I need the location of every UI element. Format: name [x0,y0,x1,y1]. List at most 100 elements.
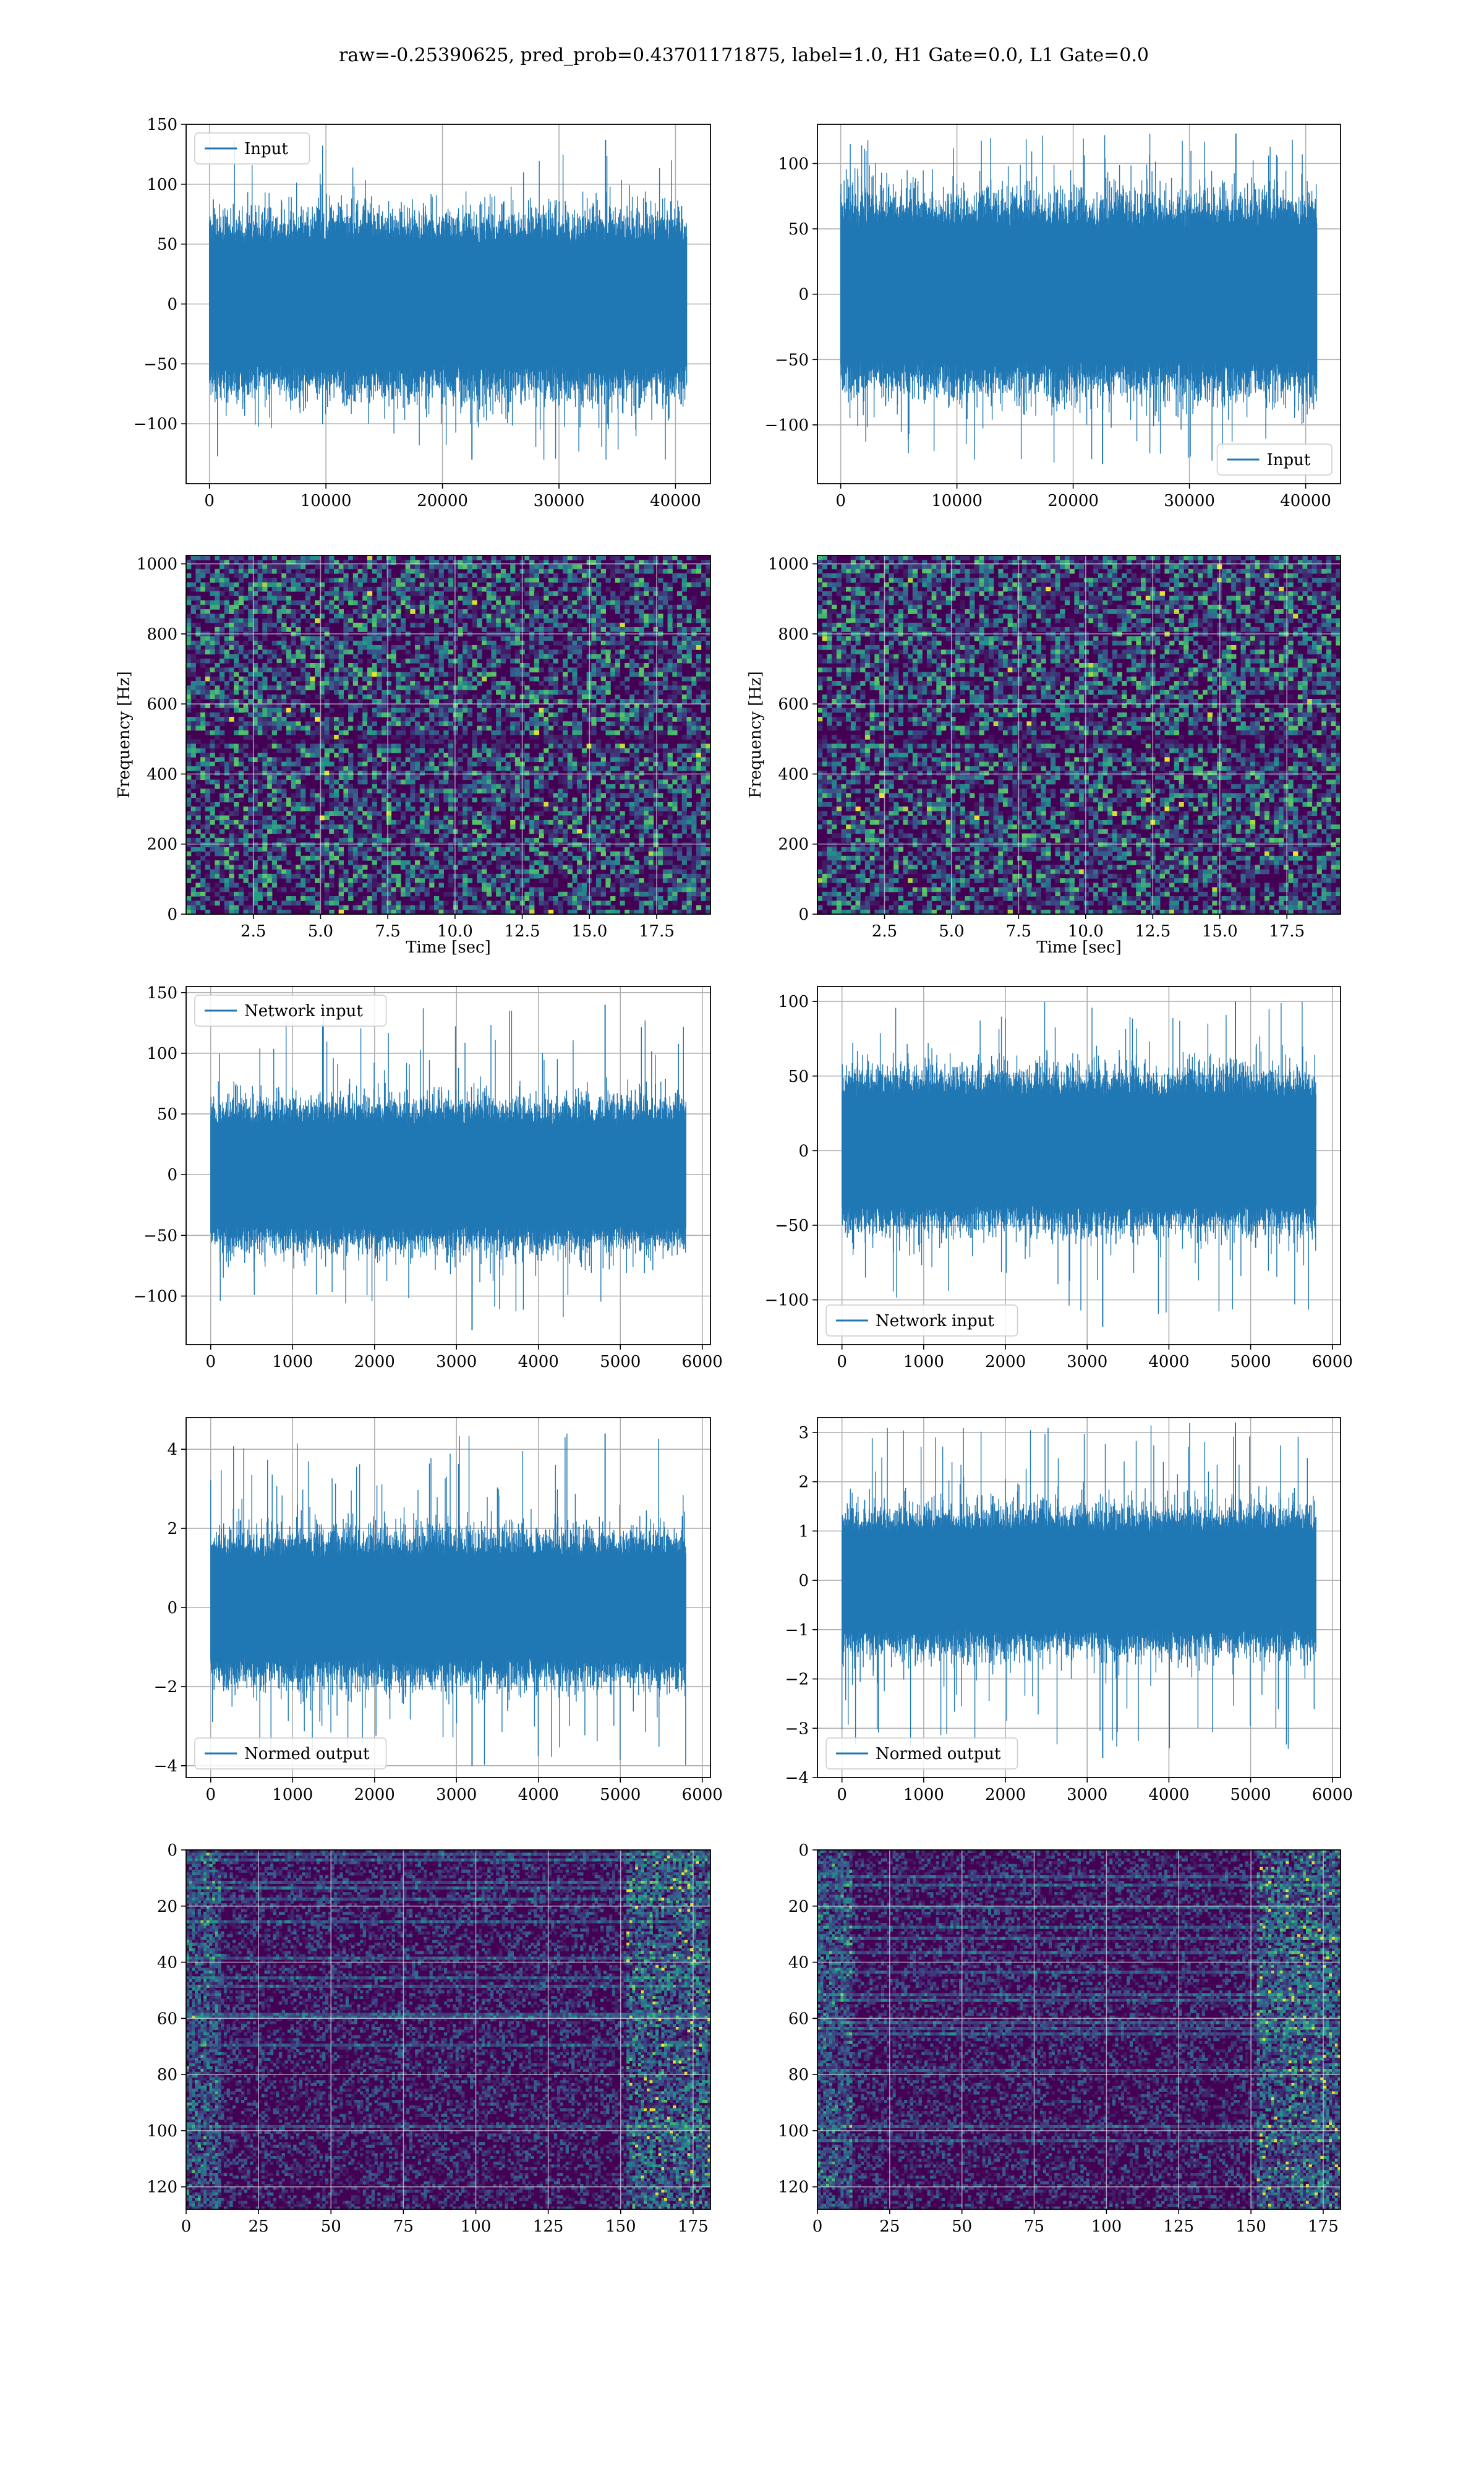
heat-cell [310,851,315,857]
heat-cell [429,717,435,722]
heat-cell [577,614,582,619]
heat-cell [558,789,563,794]
heat-cell [296,649,301,655]
heat-cell [248,807,254,811]
heat-cell [391,578,396,583]
heat-cell [453,726,458,731]
heat-cell [438,824,444,829]
heat-cell [529,860,535,865]
heat-cell [458,829,463,834]
heat-cell [382,730,387,735]
heat-cell [210,681,215,686]
heat-cell [672,726,678,731]
heat-cell [558,717,563,722]
heat-cell [600,694,606,700]
heat-cell [448,873,454,879]
heat-cell [491,596,497,601]
heat-cell [352,797,359,803]
heat-cell [276,837,282,843]
heat-cell [281,672,287,677]
heat-cell [215,614,220,619]
heat-cell [514,618,521,623]
heat-cell [267,855,273,861]
heat-cell [639,667,644,673]
heat-cell [605,578,611,583]
heat-cell [463,855,468,861]
heat-cell [491,672,497,677]
heat-cell [639,627,644,632]
heat-cell [477,703,482,709]
heat-cell [276,685,282,691]
heat-cell [629,802,635,807]
heat-cell [367,676,373,682]
heat-cell [596,784,602,789]
heat-cell [453,766,458,771]
heat-cell [267,555,273,560]
heat-cell [367,604,373,610]
heat-cell [553,802,558,807]
heat-cell [186,743,192,749]
heat-cell [677,712,683,717]
heat-cell [372,766,377,771]
heat-cell [539,771,544,776]
heat-cell [610,573,616,578]
heat-cell [463,775,468,781]
heat-cell [648,748,654,753]
heat-cell [357,622,363,628]
heat-cell [443,761,449,767]
heat-cell [443,753,449,758]
heat-cell [305,676,310,682]
heat-cell [605,672,611,677]
heat-cell [186,878,192,883]
heat-cell [200,721,206,727]
heat-cell [558,735,563,740]
heat-cell [357,578,363,583]
heat-cell [367,672,373,677]
heat-cell [305,807,310,811]
heat-cell [324,627,330,632]
heat-cell [367,726,373,731]
heat-cell [706,869,710,875]
heat-cell [491,685,497,691]
heat-cell [315,847,320,852]
heat-cell [681,721,687,727]
heat-cell [248,833,254,839]
heat-cell [405,573,411,578]
heat-cell [458,667,463,673]
heat-cell [510,771,516,776]
heat-cell [291,663,296,668]
heat-cell [505,699,511,704]
heat-cell [276,582,282,588]
heat-cell [472,739,477,745]
heat-cell [310,640,315,646]
heat-cell [329,640,335,646]
heat-cell [648,586,654,592]
heat-cell [577,735,582,740]
heat-cell [529,694,535,700]
heat-cell [510,622,516,628]
heat-cell [433,618,440,623]
heat-cell [510,855,516,861]
heat-cell [215,766,220,771]
heat-cell [267,829,273,834]
heat-cell [382,851,387,857]
heat-cell [419,824,425,829]
heat-cell [448,842,454,847]
heat-cell [486,842,492,847]
heat-cell [186,573,192,578]
heat-cell [505,640,511,646]
heat-cell [224,640,229,646]
heat-cell [429,735,435,740]
heat-cell [291,560,296,565]
heat-cell [539,779,544,785]
heat-cell [267,815,273,821]
heat-cell [338,690,344,695]
heat-cell [195,627,201,632]
heat-cell [625,726,630,731]
heat-cell [553,555,558,560]
heat-cell [667,873,673,879]
heat-cell [610,775,616,781]
heat-cell [539,568,544,574]
heat-cell [405,833,411,839]
heat-cell [605,833,611,839]
